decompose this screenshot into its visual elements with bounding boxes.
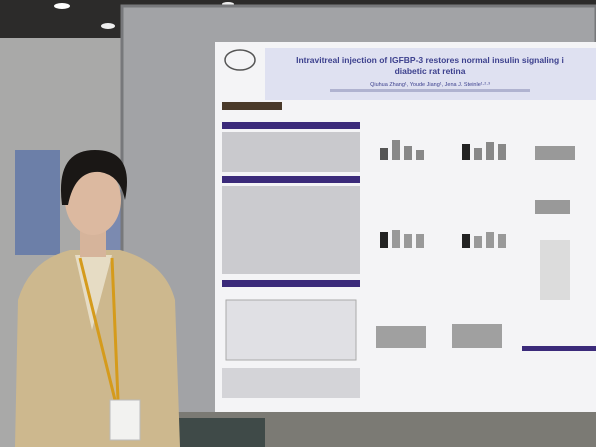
text-block [222,368,360,398]
figures [376,140,596,351]
sponsor-logo [222,102,282,110]
poster-title: diabetic rat retina [395,66,466,76]
jacket [15,250,180,447]
lanyard [78,257,120,401]
distant-poster [15,150,60,255]
section-header [222,280,360,287]
table [225,299,357,361]
left-column [222,102,360,398]
affiliations [330,89,530,92]
text-block [222,186,360,274]
text-block [222,132,360,172]
badge [109,399,141,441]
section-header [222,122,360,129]
chair [175,418,265,447]
section-header [222,176,360,183]
ceiling-light [101,23,115,29]
person [15,150,180,447]
logo [224,49,256,71]
face [65,165,121,235]
poster-authors: Qiuhua Zhang¹, Youde Jiang¹, Jena J. Ste… [370,82,490,88]
poster-title: Intravitreal injection of IGFBP-3 restor… [296,55,564,65]
ceiling-light [54,3,70,9]
hair [60,150,128,205]
